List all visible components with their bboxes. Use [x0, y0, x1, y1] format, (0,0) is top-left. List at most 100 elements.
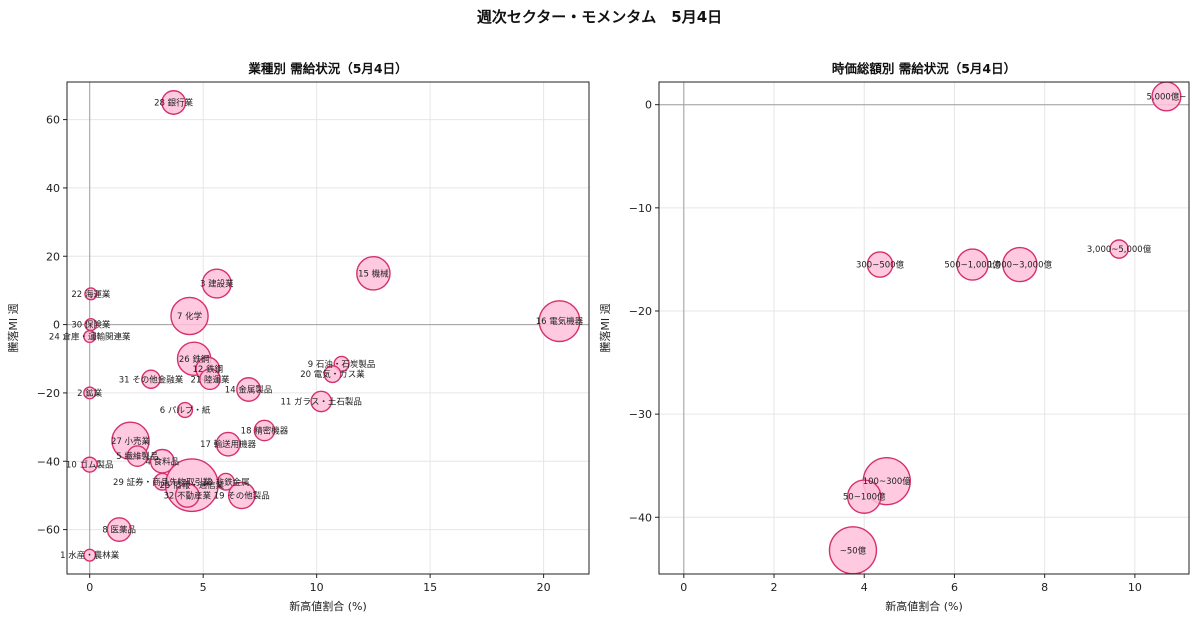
- bubble: [83, 386, 97, 400]
- x-tick-label: 0: [680, 581, 687, 594]
- bubble-label: 25 情報・通信業: [160, 480, 225, 491]
- plot-frame: [658, 81, 1190, 575]
- bubble-label: ~50億: [840, 545, 867, 556]
- figure-title: 週次セクター・モメンタム 5月4日: [476, 8, 723, 26]
- bubble: [174, 482, 200, 508]
- bubble-label: 300~500億: [856, 260, 905, 271]
- x-tick-label: 10: [1128, 581, 1142, 594]
- plot-frame: [66, 81, 590, 575]
- y-tick-label: 40: [46, 182, 60, 195]
- bubble-label: 50~100億: [843, 492, 886, 503]
- y-tick-label: 0: [645, 99, 652, 112]
- bubble: [161, 90, 187, 115]
- bubble: [538, 300, 581, 343]
- bubble-label: 29 証券・商品先物取引業: [113, 477, 212, 488]
- y-axis-label: 騰落MI 週: [598, 303, 612, 352]
- bubble: [83, 548, 97, 562]
- x-tick-label: 10: [310, 581, 324, 594]
- bubble: [253, 419, 276, 442]
- bubble-label: 11 ガラス・土石製品: [281, 396, 362, 407]
- x-tick-label: 8: [1041, 581, 1048, 594]
- bubble-label: 100~300億: [863, 476, 912, 487]
- bubble: [176, 401, 194, 419]
- y-tick-label: 20: [46, 250, 60, 263]
- chart-panel-2: 5,000億~ 3,000~5,000億 300~500億 500~1,000億1,0…: [598, 61, 1190, 613]
- bubble: [236, 377, 262, 402]
- bubble: [846, 479, 882, 514]
- x-tick-label: 15: [423, 581, 437, 594]
- bubble-label: 24 倉庫・運輸関連業: [49, 332, 131, 343]
- bubble-label: 4 食料品: [146, 456, 180, 467]
- x-tick-label: 6: [951, 581, 958, 594]
- bubble-label: 26 鉄鋼: [179, 354, 210, 365]
- bubble-label: 21 陸運業: [190, 374, 230, 385]
- y-tick-label: −20: [37, 387, 60, 400]
- bubble-label: 20 電気・ガス業: [300, 369, 365, 380]
- y-tick-label: −30: [629, 408, 652, 421]
- panel-title: 業種別 需給状況（5月4日）: [247, 61, 407, 76]
- y-tick-label: −40: [629, 511, 652, 524]
- bubble-label: 28 銀行業: [154, 98, 194, 109]
- bubble-label: 3 建設業: [200, 279, 234, 290]
- bubble: [356, 256, 391, 291]
- bubble-label: 1,000~3,000億: [988, 260, 1053, 271]
- bubble-label: 10 ゴム製品: [66, 460, 114, 471]
- bubble-label: 31 その他金融業: [119, 374, 184, 385]
- bubble: [1002, 246, 1038, 283]
- y-tick-label: −40: [37, 455, 60, 468]
- bubble: [141, 369, 161, 390]
- x-tick-label: 20: [537, 581, 551, 594]
- bubble-label: 8 医薬品: [102, 525, 136, 536]
- bubble: [199, 368, 221, 391]
- bubble-label: 2 鉱業: [77, 388, 103, 399]
- x-tick-label: 2: [771, 581, 778, 594]
- bubble-label: 16 電気機器: [536, 316, 584, 327]
- bubble-label: 27 小売業: [111, 436, 151, 447]
- bubble: [106, 517, 132, 543]
- y-tick-label: −10: [629, 202, 652, 215]
- bubble: [170, 296, 209, 336]
- y-axis-label: 騰落MI 週: [6, 303, 20, 352]
- x-tick-label: 4: [861, 581, 868, 594]
- bubble: [84, 287, 98, 301]
- bubble: [323, 365, 342, 384]
- x-axis-label: 新高値割合 (%): [885, 599, 963, 613]
- bubble: [227, 481, 256, 510]
- bubble-label: 13 非鉄金属: [202, 477, 250, 488]
- bubble-label: 18 精密機器: [241, 426, 289, 437]
- y-tick-label: 60: [46, 114, 60, 127]
- bubble: [126, 445, 149, 467]
- bubble-label: 15 機械: [358, 268, 389, 279]
- bubble-label: 14 金属製品: [225, 385, 273, 396]
- bubble: [201, 268, 232, 299]
- bubble: [81, 456, 98, 473]
- bubble-label: 30 保険業: [71, 320, 111, 331]
- bubble-label: 32 不動産業: [164, 490, 212, 501]
- bubble-label: 5,000億~: [1146, 91, 1186, 102]
- bubble-label: 3,000~5,000億: [1087, 244, 1152, 255]
- bubble-label: 22 海運業: [71, 289, 111, 300]
- y-tick-label: −60: [37, 524, 60, 537]
- x-axis-label: 新高値割合 (%): [289, 599, 367, 613]
- bubble-label: 1 水産・農林業: [60, 550, 120, 561]
- bubble: [956, 248, 989, 281]
- y-tick-label: −20: [629, 305, 652, 318]
- y-tick-label: 0: [53, 319, 60, 332]
- bubble-label: 7 化学: [177, 311, 203, 322]
- bubble-label: 12 鉄鋼: [192, 364, 223, 375]
- bubble-label: 17 輸送用機器: [200, 439, 257, 450]
- panel-title: 時価総額別 需給状況（5月4日）: [832, 61, 1016, 76]
- bubble-label: 500~1,000億: [944, 260, 1001, 271]
- bubble-label: 6 パルプ・紙: [160, 405, 211, 416]
- bubble-label: 19 その他製品: [214, 490, 270, 501]
- bubble-label: 5 繊維製品: [116, 451, 158, 462]
- x-tick-label: 0: [86, 581, 93, 594]
- bubble: [866, 251, 894, 278]
- bubble: [215, 431, 241, 457]
- x-tick-label: 5: [200, 581, 207, 594]
- bubble: [83, 329, 97, 344]
- bubble: [1109, 239, 1129, 259]
